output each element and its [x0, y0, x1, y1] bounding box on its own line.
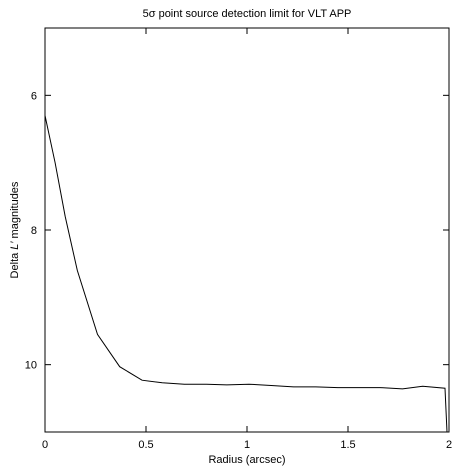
x-axis-ticks: 0 0.5 1 1.5 2 — [42, 28, 452, 451]
y-axis-ticks: 6 8 10 — [25, 90, 449, 372]
x-tick-label-2: 1 — [244, 439, 250, 451]
y-tick-label-2: 10 — [25, 360, 37, 372]
x-tick-label-3: 1.5 — [340, 439, 355, 451]
y-tick-label-0: 6 — [31, 90, 37, 102]
y-axis-label-suffix: magnitudes — [9, 181, 21, 241]
chart-title: 5σ point source detection limit for VLT … — [143, 8, 352, 20]
y-tick-label-1: 8 — [31, 225, 37, 237]
plot-frame — [44, 27, 450, 433]
x-tick-label-4: 2 — [446, 439, 452, 451]
x-tick-label-0: 0 — [42, 439, 48, 451]
y-axis-label-prefix: Delta — [9, 250, 21, 279]
x-axis-label: Radius (arcsec) — [208, 454, 285, 466]
x-tick-label-1: 0.5 — [138, 439, 153, 451]
y-axis-label: Delta L′ magnitudes — [9, 181, 21, 278]
series-line — [44, 115, 448, 433]
y-axis-label-band: L′ — [9, 241, 21, 250]
